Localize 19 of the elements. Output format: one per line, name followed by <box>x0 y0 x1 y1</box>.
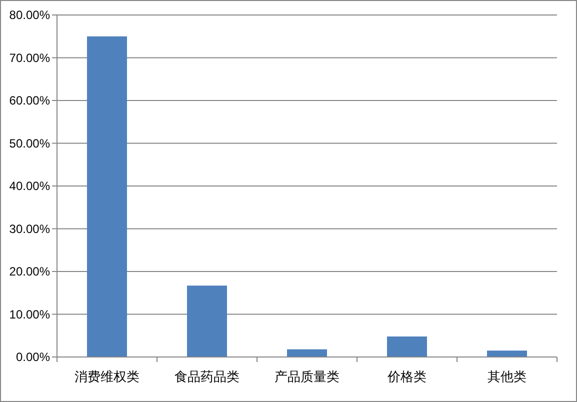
y-tick-label: 30.00% <box>9 222 50 236</box>
bar <box>287 349 327 357</box>
bar <box>87 36 127 357</box>
y-tick-label: 80.00% <box>9 8 50 22</box>
x-tick-label: 产品质量类 <box>274 369 340 384</box>
y-tick-label: 40.00% <box>9 179 50 194</box>
y-tick-label: 60.00% <box>9 94 50 108</box>
bar <box>187 286 227 357</box>
y-tick-label: 10.00% <box>9 307 50 322</box>
bar <box>487 350 527 357</box>
bar <box>387 336 427 357</box>
y-tick-label: 50.00% <box>9 136 50 150</box>
y-tick-label: 0.00% <box>16 350 50 364</box>
y-tick-label: 20.00% <box>9 264 50 279</box>
x-tick-label: 食品药品类 <box>174 369 240 384</box>
y-tick-label: 70.00% <box>9 50 50 65</box>
x-tick-label: 价格类 <box>386 369 426 384</box>
x-tick-label: 其他类 <box>488 369 526 384</box>
x-tick-label: 消费维权类 <box>74 369 140 384</box>
